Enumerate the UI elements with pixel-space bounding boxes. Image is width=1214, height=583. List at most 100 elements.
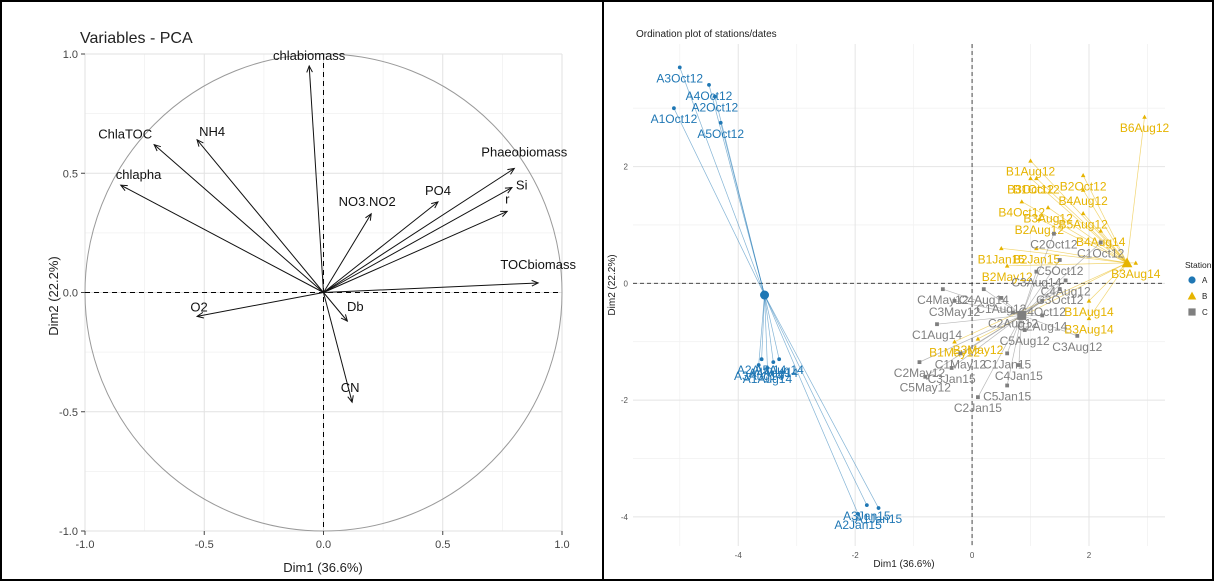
spider-line-C: [919, 315, 1022, 363]
sample-point: [1045, 205, 1051, 210]
legend-marker-A: [1188, 276, 1196, 284]
right-plot-area: -4 -2 0 2 -4 -2 0 2 A3Oct12 A4Oct12A2Oct12A1Oct12…: [621, 44, 1170, 560]
sample-point: [1086, 316, 1092, 321]
sample-label: B4Oct12: [998, 206, 1045, 220]
sample-point: [876, 506, 881, 510]
sample-point: [718, 120, 723, 125]
ordination-plot-panel: Ordination plot of stations/dates Dim1 (…: [607, 29, 1212, 570]
sample-label: A3Oct12: [656, 71, 703, 85]
sample-point: [712, 94, 717, 99]
variable-label: chlabiomass: [273, 48, 346, 63]
sample-point: [1004, 263, 1010, 268]
spider-line-C: [954, 300, 1022, 316]
sample-point: [1075, 333, 1080, 338]
left-y-axis-label: Dim2 (22.2%): [46, 256, 61, 335]
sample-point: [958, 351, 963, 356]
centroid-marker-A: [760, 290, 770, 300]
legend-entry-label: A: [1202, 276, 1208, 285]
sample-label: A1Aug14: [743, 372, 793, 386]
variable-label: ChlaTOC: [98, 127, 152, 142]
sample-label: A2Aug14: [737, 363, 787, 377]
sample-label: A1Oct12: [651, 112, 698, 126]
sample-label: C5Aug12: [1000, 334, 1050, 348]
arrowhead-icon: [531, 279, 540, 287]
spider-line-A: [720, 122, 765, 296]
spider-line-C: [1021, 315, 1078, 337]
left-x-tick-label: 1.0: [554, 539, 569, 551]
sample-label: C3Aug12: [1052, 340, 1102, 354]
legend-entry-label: C: [1202, 308, 1208, 317]
sample-label: B2Aug12: [1015, 223, 1065, 237]
sample-point: [1040, 313, 1045, 318]
sample-point: [1022, 328, 1027, 332]
sample-point: [1080, 173, 1086, 178]
loading-arrow-PO4: [323, 201, 439, 293]
spider-line-B: [1039, 218, 1128, 264]
sample-label: B2Oct12: [1060, 179, 1107, 193]
spider-line-C: [925, 315, 1022, 378]
sample-label: B1Oct12: [1013, 182, 1060, 196]
spider-line-A: [764, 294, 768, 368]
sample-point: [864, 503, 869, 508]
arrowhead-icon: [504, 186, 513, 194]
sample-label: B3Aug14: [1111, 267, 1161, 281]
sample-label: C5May12: [900, 381, 952, 395]
sample-point: [677, 65, 682, 70]
sample-label: C4Aug12: [1041, 284, 1091, 298]
variable-label: Si: [516, 178, 528, 193]
sample-label: C1Aug14: [912, 328, 962, 342]
sample-label: C1Jan15: [983, 357, 1031, 371]
sample-point: [1057, 287, 1062, 292]
spider-line-B: [1030, 160, 1128, 264]
left-y-tick-label: -0.5: [59, 407, 78, 419]
legend-entry-label: B: [1202, 292, 1207, 301]
sample-point: [1142, 114, 1147, 119]
sample-label: B3May12: [953, 343, 1004, 357]
right-y-axis-label: Dim2 (22.2%): [607, 254, 618, 315]
sample-point: [1133, 260, 1139, 265]
spider-line-B: [1030, 177, 1128, 264]
sample-label: B1Aug14: [1064, 305, 1114, 319]
loading-arrow-CN: [323, 292, 353, 403]
spider-line-C: [942, 288, 1022, 316]
variable-label: PO4: [425, 183, 451, 198]
loading-arrow-chlabiomass: [308, 65, 324, 293]
spider-line-C: [936, 315, 1022, 325]
sample-label: C5Jan15: [983, 389, 1031, 403]
right-x-tick-label: -2: [852, 551, 860, 560]
sample-label: A3Jan15: [843, 509, 891, 523]
sample-point: [1005, 351, 1010, 356]
sample-point: [935, 322, 939, 327]
left-x-tick-label: -1.0: [76, 539, 95, 551]
spider-line-B: [1126, 116, 1145, 263]
sample-point: [756, 363, 761, 367]
arrowhead-icon: [365, 212, 372, 221]
sample-label: A3Aug14: [734, 369, 784, 383]
sample-point: [1034, 175, 1039, 181]
arrowhead-icon: [347, 395, 354, 404]
left-x-tick-label: 0.0: [316, 539, 331, 551]
sample-point: [940, 287, 945, 292]
legend-marker-B: [1187, 291, 1197, 300]
sample-point: [1016, 363, 1021, 367]
right-y-tick-label: -2: [621, 396, 629, 405]
left-x-axis-label: Dim1 (36.6%): [283, 560, 362, 575]
sample-label: B1Jan15: [978, 252, 1026, 266]
variable-label: NH4: [199, 124, 225, 139]
station-legend: Station ABC: [1185, 260, 1212, 317]
variable-label: r: [505, 191, 510, 206]
spider-line-A: [764, 294, 868, 506]
sample-point: [949, 366, 954, 370]
spider-line-B: [977, 262, 1128, 340]
arrowhead-icon: [153, 143, 162, 152]
sample-label: C4Oct12: [1019, 305, 1067, 319]
spider-line-C: [1006, 315, 1023, 354]
variable-label: CN: [341, 380, 360, 395]
spider-line-A: [673, 108, 765, 296]
arrowhead-icon: [431, 201, 439, 209]
right-panel-frame: [602, 0, 1214, 581]
loading-arrow-Phaeobiomass: [323, 168, 515, 293]
right-x-axis-label: Dim1 (36.6%): [873, 559, 934, 570]
variable-label: NO3.NO2: [339, 194, 396, 209]
